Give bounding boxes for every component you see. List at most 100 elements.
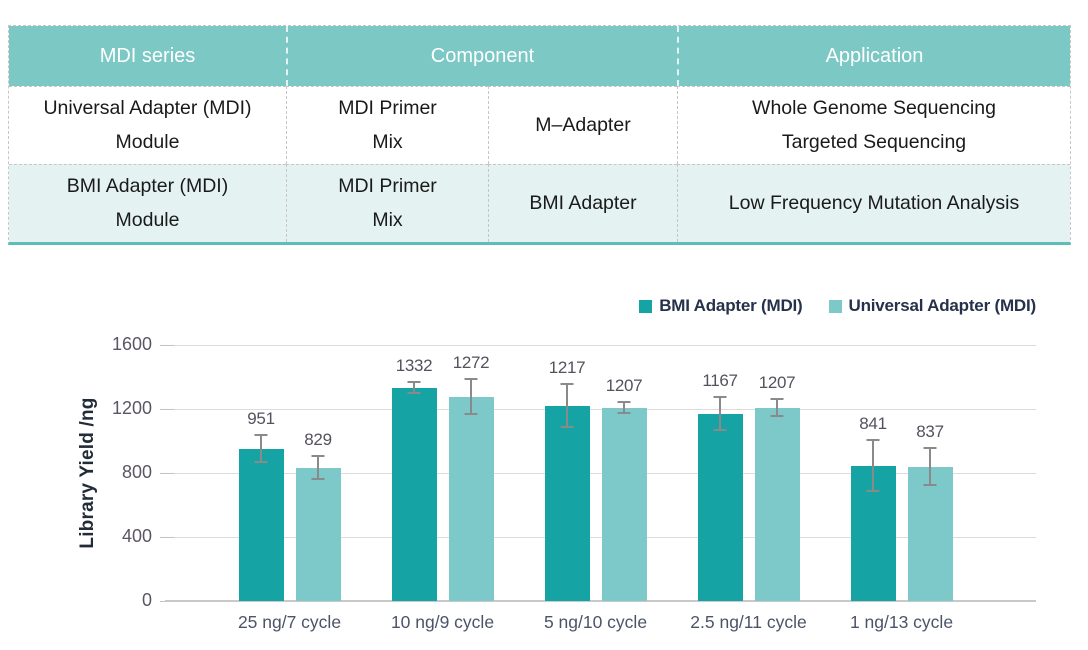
error-bar-cap-top (407, 381, 421, 383)
legend-swatch-bmi (639, 299, 653, 313)
table-cell-component-primer-2: MDI Primer Mix (286, 164, 488, 242)
error-bar (470, 379, 472, 415)
bar-value-label: 1207 (605, 376, 643, 395)
x-axis-label: 2.5 ng/11 cycle (690, 612, 807, 632)
bar (391, 388, 437, 601)
error-bar (776, 399, 778, 417)
bars-row: 1167 1207 (672, 345, 825, 601)
error-bar-cap-top (254, 434, 268, 436)
error-bar-cap-top (923, 447, 937, 449)
error-bar (719, 397, 721, 431)
error-bar (566, 384, 568, 428)
table-cell-series-universal: Universal Adapter (MDI) Module (9, 86, 286, 164)
error-bar-cap-bottom (617, 412, 631, 414)
error-bar (260, 435, 262, 463)
error-bar-cap-top (713, 396, 727, 398)
table-header-application: Application (677, 26, 1070, 86)
y-tick-mark-1200 (160, 409, 174, 410)
error-bar-cap-top (311, 455, 325, 457)
error-bar-cap-bottom (560, 426, 574, 428)
mdi-series-table: MDI series Component Application Univers… (8, 25, 1071, 245)
bar-value-label: 841 (859, 414, 887, 433)
table-cell-application-lfma: Low Frequency Mutation Analysis (677, 164, 1070, 242)
error-bar-cap-top (770, 398, 784, 400)
bar (697, 414, 743, 601)
gridline-1600 (165, 345, 1036, 346)
table-cell-component-bmi-adapter: BMI Adapter (488, 164, 677, 242)
error-bar-cap-top (560, 383, 574, 385)
y-tick-mark-400 (160, 537, 174, 538)
y-tick-label-1200: 1200 (111, 398, 152, 418)
bar-wrap: 1332 (391, 345, 437, 601)
table-cell-series-bmi: BMI Adapter (MDI) Module (9, 164, 286, 242)
bar (601, 408, 647, 601)
legend-label-bmi: BMI Adapter (MDI) (659, 296, 803, 315)
y-tick-label-1600: 1600 (111, 334, 152, 354)
x-axis-label: 5 ng/10 cycle (543, 612, 648, 632)
error-bar-cap-bottom (464, 413, 478, 415)
bar-wrap: 841 (850, 345, 896, 601)
error-bar (872, 440, 874, 492)
y-tick-label-0: 0 (141, 590, 152, 610)
error-bar-cap-bottom (866, 490, 880, 492)
gridline-800 (165, 473, 1036, 474)
chart-legend: BMI Adapter (MDI) Universal Adapter (MDI… (639, 296, 1036, 316)
legend-label-universal: Universal Adapter (MDI) (848, 296, 1037, 315)
bar-group-2: 1332 1272 10 ng/9 cycle (366, 345, 519, 632)
bars-row: 951 829 (213, 345, 366, 601)
plot-area: 0 400 800 1200 1600 951 829 25 ng/7 cycle 1332 12… (0, 334, 1088, 632)
error-bar-cap-bottom (407, 392, 421, 394)
legend-swatch-universal (828, 299, 842, 313)
error-bar-cap-bottom (923, 484, 937, 486)
bar-group-1: 951 829 25 ng/7 cycle (213, 345, 366, 632)
bar-value-label: 1167 (702, 371, 738, 390)
error-bar-cap-top (464, 378, 478, 380)
legend-item-bmi: BMI Adapter (MDI) (639, 296, 803, 316)
table-header-mdi-series: MDI series (9, 26, 286, 86)
bar-wrap: 837 (907, 345, 953, 601)
bar-value-label: 1217 (548, 358, 586, 377)
bars-row: 841 837 (825, 345, 978, 601)
bar-value-label: 829 (304, 430, 332, 449)
legend-item-universal: Universal Adapter (MDI) (828, 296, 1037, 316)
table-header-component: Component (286, 26, 677, 86)
error-bar-cap-top (617, 401, 631, 403)
error-bar (317, 456, 319, 480)
bar-value-label: 1332 (395, 356, 433, 375)
bars-row: 1332 1272 (366, 345, 519, 601)
bar (295, 468, 341, 601)
bar-wrap: 1272 (448, 345, 494, 601)
bar-wrap: 1167 (697, 345, 743, 601)
y-tick-mark-800 (160, 473, 174, 474)
bar-group-4: 1167 1207 2.5 ng/11 cycle (672, 345, 825, 632)
bar-value-label: 837 (916, 422, 944, 441)
error-bar (413, 382, 415, 394)
bar-group-3: 1217 1207 5 ng/10 cycle (519, 345, 672, 632)
gridline-400 (165, 537, 1036, 538)
y-tick-label-800: 800 (121, 462, 152, 482)
bar-wrap: 829 (295, 345, 341, 601)
bar-wrap: 951 (238, 345, 284, 601)
x-axis-label: 1 ng/13 cycle (849, 612, 954, 632)
bar-groups: 951 829 25 ng/7 cycle 1332 1272 10 ng/9 cycle… (213, 345, 978, 632)
bar-value-label: 1207 (758, 373, 796, 392)
error-bar-cap-bottom (254, 461, 268, 463)
bar (448, 397, 494, 601)
table-cell-application-wgs: Whole Genome Sequencing Targeted Sequenc… (677, 86, 1070, 164)
bar-wrap: 1207 (754, 345, 800, 601)
bar (754, 408, 800, 601)
x-axis-line (165, 600, 1036, 602)
error-bar-cap-bottom (713, 429, 727, 431)
error-bar-cap-bottom (311, 478, 325, 480)
bar-value-label: 1272 (452, 353, 490, 372)
gridline-1200 (165, 409, 1036, 410)
error-bar (623, 402, 625, 414)
x-axis-label: 25 ng/7 cycle (237, 612, 342, 632)
bars-row: 1217 1207 (519, 345, 672, 601)
x-axis-label: 10 ng/9 cycle (390, 612, 495, 632)
table-cell-component-m-adapter: M–Adapter (488, 86, 677, 164)
bar (238, 449, 284, 601)
bar-wrap: 1217 (544, 345, 590, 601)
y-tick-mark-1600 (160, 345, 174, 346)
